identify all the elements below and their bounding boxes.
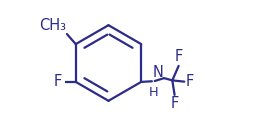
Text: F: F: [175, 49, 183, 64]
Text: F: F: [170, 96, 179, 111]
Text: N: N: [152, 65, 163, 80]
Text: F: F: [54, 74, 62, 89]
Text: F: F: [186, 74, 194, 89]
Text: H: H: [149, 86, 158, 99]
Text: CH₃: CH₃: [39, 18, 66, 33]
